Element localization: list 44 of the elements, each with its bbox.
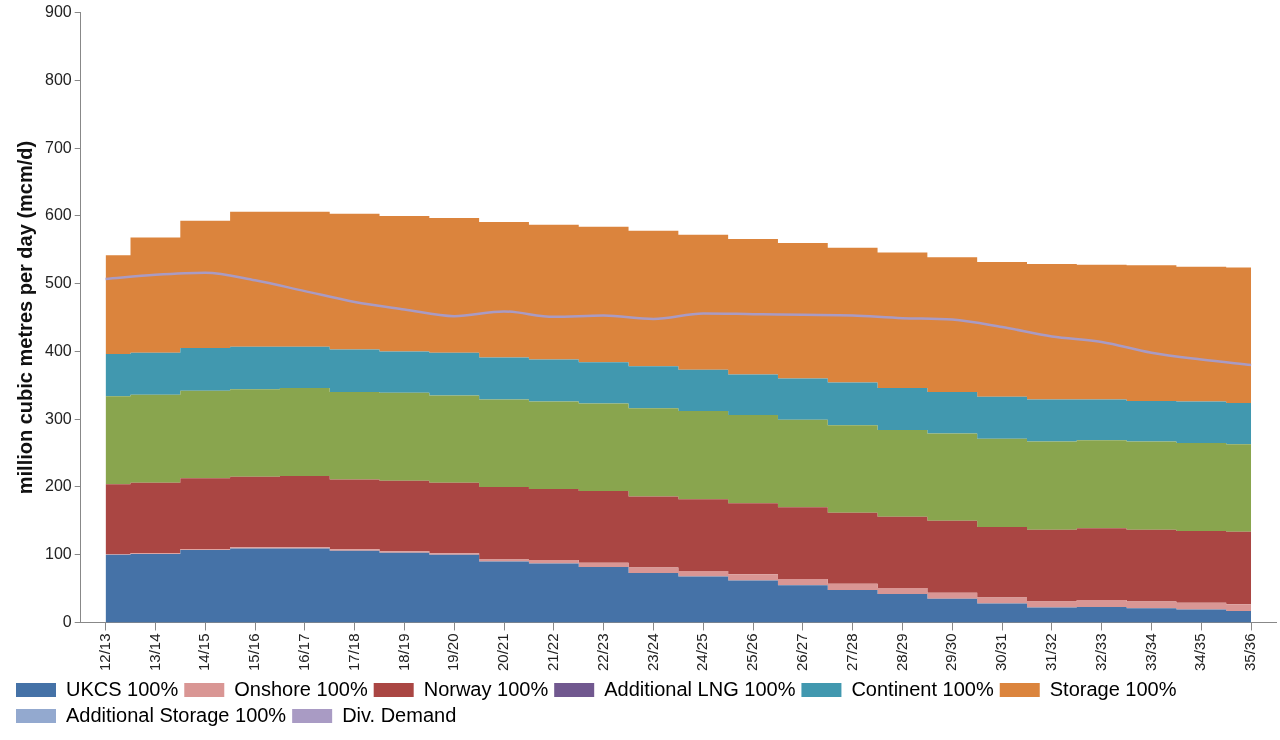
x-tick-label: 22/23 xyxy=(593,633,611,672)
line-series xyxy=(104,271,1253,367)
y-tick-label: 500 xyxy=(44,274,72,292)
legend-label: Onshore 100% xyxy=(234,677,368,700)
x-tick-label: 20/21 xyxy=(494,633,512,672)
y-tick-label: 700 xyxy=(44,138,72,156)
legend-label: Continent 100% xyxy=(851,677,994,700)
y-tick-label: 400 xyxy=(44,341,72,359)
x-tick-label: 12/13 xyxy=(95,633,113,672)
x-tick-label: 13/14 xyxy=(145,633,163,672)
y-axis-title: million cubic metres per day (mcm/d) xyxy=(13,140,36,495)
x-tick-label: 19/20 xyxy=(444,633,462,672)
y-tick-label: 900 xyxy=(44,3,72,21)
y-tick-label: 100 xyxy=(44,545,72,563)
x-tick-label: 34/35 xyxy=(1191,633,1209,672)
legend-label: Additional LNG 100% xyxy=(604,677,796,700)
x-tick-label: 16/17 xyxy=(294,633,312,672)
x-tick-label: 24/25 xyxy=(693,633,711,672)
x-tick-label: 27/28 xyxy=(842,633,860,672)
x-tick-label: 30/31 xyxy=(992,633,1010,672)
x-tick-label: 35/36 xyxy=(1241,633,1259,672)
x-tick-label: 33/34 xyxy=(1141,633,1159,672)
x-tick-label: 28/29 xyxy=(892,633,910,672)
legend-label: Additional Storage 100% xyxy=(66,703,287,726)
x-tick-label: 31/32 xyxy=(1042,633,1060,672)
x-tick-label: 15/16 xyxy=(245,633,263,672)
x-tick-label: 17/18 xyxy=(344,633,362,672)
x-tick-label: 21/22 xyxy=(543,633,561,672)
y-tick-label: 800 xyxy=(44,70,72,88)
x-tick-label: 14/15 xyxy=(195,633,213,672)
y-tick-label: 0 xyxy=(62,612,72,630)
x-tick-label: 23/24 xyxy=(643,633,661,672)
x-tick-label: 18/19 xyxy=(394,633,412,672)
x-tick-label: 32/33 xyxy=(1091,633,1109,672)
legend-label: Div. Demand xyxy=(342,703,457,726)
x-tick-label: 29/30 xyxy=(942,633,960,672)
y-tick-label: 300 xyxy=(44,409,72,427)
legend-label: Storage 100% xyxy=(1049,677,1177,700)
legend-label: UKCS 100% xyxy=(66,677,179,700)
y-tick-label: 600 xyxy=(44,206,72,224)
y-tick-label: 200 xyxy=(44,477,72,495)
legend-label: Norway 100% xyxy=(423,677,549,700)
x-tick-label: 26/27 xyxy=(793,633,810,672)
x-tick-label: 25/26 xyxy=(743,633,761,672)
